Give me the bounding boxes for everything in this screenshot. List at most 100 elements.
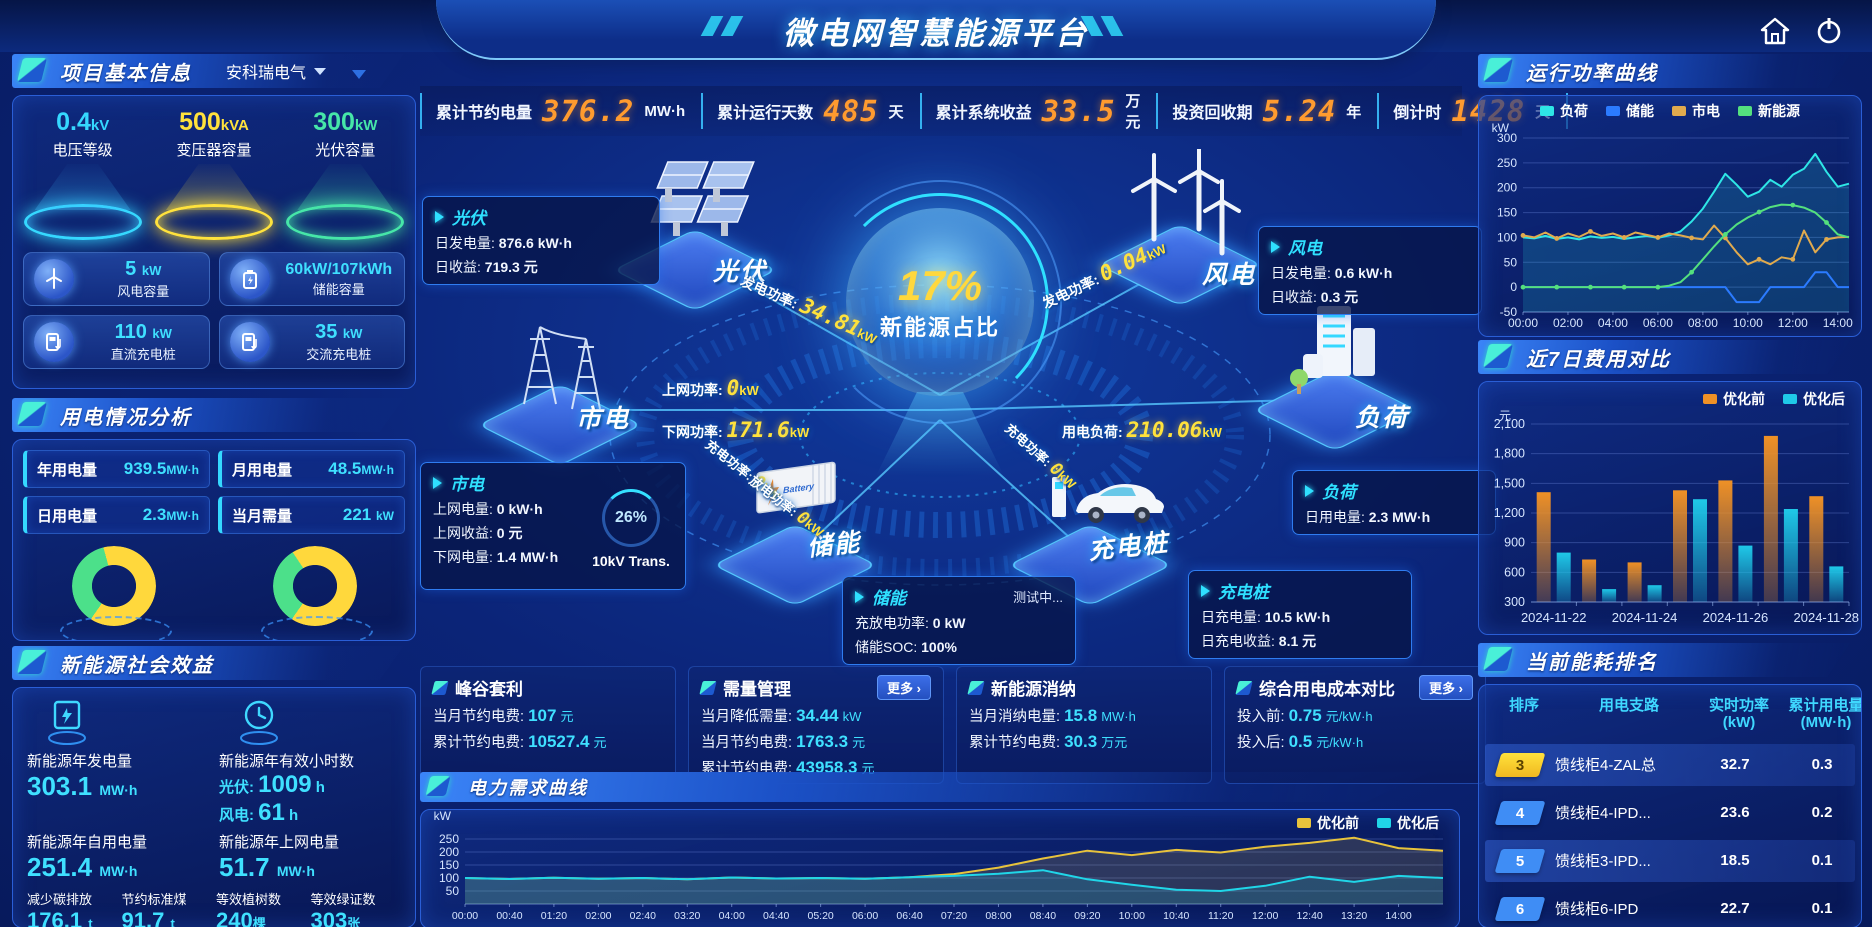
node-pv: 光伏: [612, 160, 778, 312]
svg-text:2,100: 2,100: [1494, 417, 1525, 431]
cost-bar-chart: 元 300 600 900 1,200 1,500 1,800 2,100 2024-11-22…: [1479, 409, 1859, 628]
benefit-small-stats: 减少碳排放 176.1 t 节约标准煤 91.7 t 等效植树数 240棵 等效绿证数…: [27, 885, 401, 927]
capacity-platforms: 0.4kV 电压等级 500kVA 变压器容量 300kW 光伏容量: [13, 96, 415, 240]
benefit-trees: 等效植树数 240棵: [216, 892, 282, 927]
panel-power-body: 负荷 储能 市电 新能源 kW -50 0 50 100 150 200 250 300 00:00 02…: [1478, 95, 1862, 337]
card-dc-charger: 110 kW 直流充电桩: [23, 315, 210, 369]
table-row[interactable]: 3 馈线柜4-ZAL总 32.7 0.3: [1485, 743, 1855, 786]
table-row[interactable]: 6 馈线柜6-IPD 22.7 0.1: [1485, 888, 1855, 927]
light-cone: [34, 164, 131, 210]
benefit-to-grid: 新能源年上网电量 51.7 MW·h: [219, 834, 340, 882]
panel-title: 电力需求曲线: [468, 778, 588, 798]
panel-energy-rank: 当前能耗排名 排序 用电支路 实时功率 (kW) 累计用电量 (MW·h) 3 馈线…: [1478, 643, 1862, 927]
panel-corner-icon: [699, 680, 717, 695]
chevron-down-icon: [314, 67, 327, 75]
renewable-share-label: 新能源占比: [879, 315, 1000, 340]
wind-turbine-icon: [34, 259, 74, 299]
panel-title: 当前能耗排名: [1526, 651, 1658, 674]
power-icon[interactable]: [1812, 14, 1846, 48]
svg-text:100: 100: [439, 871, 459, 885]
cost-more-button[interactable]: 更多 ›: [1419, 675, 1473, 700]
power-chart-legend: 负荷 储能 市电 新能源: [1479, 96, 1861, 122]
legend-item: 新能源: [1738, 101, 1800, 121]
flow-load-power: 用电负荷: 210.06kW: [1062, 418, 1222, 442]
svg-text:12:00: 12:00: [1778, 316, 1808, 330]
svg-text:07:20: 07:20: [941, 910, 967, 922]
panel-corner-icon: [17, 58, 47, 82]
panel-usage-analysis: 用电情况分析 年用电量 939.5MW·h 月用电量 48.5MW·h 日用电量 2.…: [12, 398, 416, 641]
svg-text:06:40: 06:40: [896, 910, 922, 922]
svg-text:1,500: 1,500: [1494, 476, 1525, 490]
svg-text:03:20: 03:20: [674, 910, 700, 922]
ac-charger-icon: [229, 322, 270, 362]
benefit-certs: 等效绿证数 303张: [310, 892, 376, 927]
panel-title: 运行功率曲线: [1526, 62, 1658, 85]
svg-text:11:20: 11:20: [1208, 910, 1234, 922]
panel-benefit-header: 新能源社会效益: [12, 646, 404, 680]
kpi-saved-energy: 累计节约电量 376.2 MW·h: [420, 93, 701, 129]
node-grid: 市电: [477, 315, 643, 467]
rank-badge: 3: [1494, 752, 1546, 777]
svg-text:150: 150: [439, 858, 459, 872]
platform-transformer: 500kVA 变压器容量: [151, 108, 277, 240]
transformer-label: 10kV Trans.: [592, 553, 670, 569]
flow-from-grid-power: 下网功率: 171.6kW: [662, 418, 810, 442]
capacity-cards: 5 kW 风电容量 60kW/107kWh 储能容量 110 kW 直流充电桩: [13, 240, 415, 369]
usage-donuts: [13, 534, 415, 640]
table-row[interactable]: 4 馈线柜4-IPD... 23.6 0.2: [1485, 792, 1855, 834]
node-load-label: 负荷: [1355, 404, 1410, 432]
svg-text:300: 300: [1504, 595, 1525, 609]
renewable-share-orb: 17% 新能源占比: [818, 180, 1062, 424]
svg-text:2024-11-26: 2024-11-26: [1703, 610, 1769, 625]
light-cone: [297, 164, 394, 210]
company-select[interactable]: 安科瑞电气: [226, 59, 327, 83]
legend-item: 负荷: [1540, 101, 1588, 121]
kpi-payback: 投资回收期 5.24 年: [1156, 93, 1377, 129]
demand-more-button[interactable]: 更多 ›: [877, 675, 931, 700]
panel-title: 用电情况分析: [60, 406, 192, 429]
svg-text:02:40: 02:40: [630, 910, 656, 922]
chevron-right-icon: [855, 590, 864, 603]
cost-chart-legend: 优化前 优化后: [1479, 382, 1861, 410]
kpi-run-days: 累计运行天数 485 天: [701, 93, 919, 129]
svg-text:14:00: 14:00: [1823, 316, 1853, 330]
panel-demand-body: 优化前 优化后 kW 50 100 150 200 250 00:00 00:40 01:20 02…: [420, 809, 1460, 927]
panel-corner-icon: [1483, 647, 1513, 671]
panel-social-benefit: 新能源社会效益 新能源年发电量 303.1 MW·h 新能源年有效小时数 光伏:…: [12, 646, 416, 927]
svg-text:00:40: 00:40: [496, 910, 522, 922]
load-info-box: 负荷 日用电量: 2.3 MW·h: [1292, 470, 1496, 535]
chevron-right-icon: [1305, 484, 1314, 497]
svg-text:-50: -50: [1500, 305, 1518, 319]
svg-text:1,800: 1,800: [1494, 447, 1525, 461]
kpi-income: 累计系统收益 33.5 万元: [919, 93, 1157, 131]
panel-corner-icon: [431, 680, 449, 695]
panel-power-curve: 运行功率曲线 负荷 储能 市电 新能源 kW -50 0 50 100 150 200 250 300…: [1478, 54, 1862, 337]
battery-icon: [229, 259, 270, 299]
stat-day-usage: 日用电量 2.3MW·h: [23, 496, 210, 534]
panel-corner-icon: [967, 680, 985, 695]
panel-corner-icon: [1235, 680, 1253, 695]
transformer-load-pct: 26%: [602, 489, 660, 547]
panel-usage-body: 年用电量 939.5MW·h 月用电量 48.5MW·h 日用电量 2.3MW·h 当…: [12, 439, 416, 641]
home-icon[interactable]: [1758, 14, 1792, 48]
legend-item: 储能: [1606, 101, 1654, 121]
panel-corner-icon: [425, 776, 451, 796]
panel-project-info: 项目基本信息 安科瑞电气 0.4kV 电压等级 500kVA 变压器容量: [12, 54, 416, 389]
benefit-year-generation: 新能源年发电量 303.1 MW·h: [27, 696, 209, 827]
table-row[interactable]: 5 馈线柜3-IPD... 18.5 0.1: [1485, 839, 1855, 882]
svg-text:09:20: 09:20: [1074, 910, 1100, 922]
svg-text:元: 元: [1499, 410, 1511, 423]
benefit-coal: 节约标准煤 91.7 t: [121, 892, 187, 927]
svg-text:02:00: 02:00: [585, 910, 611, 922]
svg-text:04:40: 04:40: [763, 910, 789, 922]
stat-month-usage: 月用电量 48.5MW·h: [218, 450, 405, 488]
stat-month-demand: 当月需量 221 kW: [218, 496, 405, 534]
svg-text:06:00: 06:00: [852, 910, 878, 922]
panel-project-body: 0.4kV 电压等级 500kVA 变压器容量 300kW 光伏容量: [12, 95, 416, 389]
rank-badge: 5: [1494, 848, 1546, 873]
node-wind: 风电: [1097, 149, 1263, 307]
svg-text:2024-11-28: 2024-11-28: [1794, 610, 1859, 625]
platform-pv: 300kW 光伏容量: [282, 108, 408, 240]
building-icon: [1290, 306, 1375, 394]
svg-text:50: 50: [446, 884, 460, 898]
